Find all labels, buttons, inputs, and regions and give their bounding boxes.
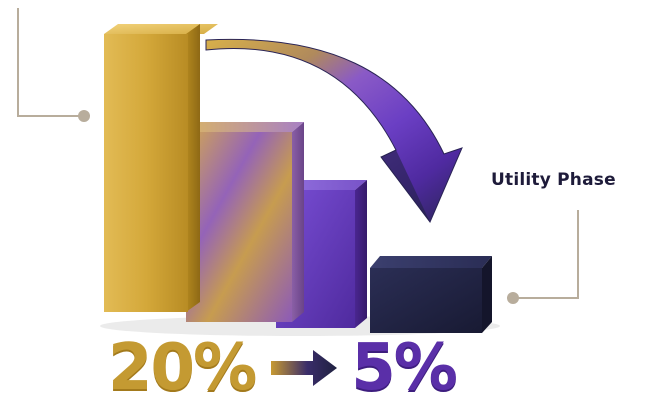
stat-to-value: 5% xyxy=(351,331,458,405)
stat-from-value: 20% xyxy=(108,331,257,405)
right-arrow-icon xyxy=(271,350,338,386)
left-leader-line xyxy=(17,8,90,122)
left-leader-dot xyxy=(78,110,90,122)
bar-2-mixed xyxy=(186,122,304,322)
right-leader-line xyxy=(507,210,579,304)
right-leader-dot xyxy=(507,292,519,304)
down-right-arrow-icon xyxy=(205,38,463,223)
stat-change: 20% 5% xyxy=(108,331,458,405)
bar-1-gold xyxy=(104,24,218,312)
bar-4-navy xyxy=(370,256,492,333)
utility-phase-label: Utility Phase xyxy=(491,170,616,190)
